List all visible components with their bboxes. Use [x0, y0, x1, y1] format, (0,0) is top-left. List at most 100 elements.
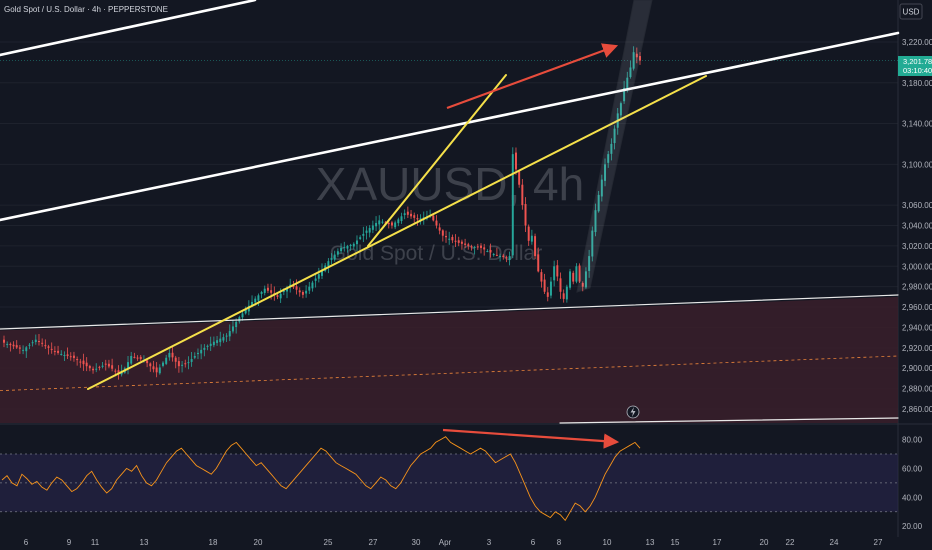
rsi-band	[0, 454, 898, 512]
candle	[629, 60, 632, 79]
candle-body	[546, 292, 549, 297]
price-tick-label: 3,180.00	[902, 79, 932, 88]
candlestick-series[interactable]	[0, 46, 898, 380]
candle	[3, 335, 5, 348]
candle-body	[72, 355, 75, 359]
candle	[209, 336, 212, 351]
divergence-arrow-price[interactable]	[446, 43, 619, 110]
annotations[interactable]	[442, 43, 620, 449]
candle	[368, 225, 371, 238]
rsi-tick-label: 60.00	[902, 464, 923, 473]
candle	[162, 361, 164, 368]
candle	[311, 280, 314, 292]
currency-button-box[interactable]	[899, 3, 923, 20]
candle	[470, 244, 473, 251]
candle	[623, 80, 626, 104]
candle	[41, 338, 44, 347]
price-badge-box	[898, 56, 932, 76]
candle	[127, 356, 130, 375]
candle	[219, 331, 222, 347]
candle	[53, 346, 56, 356]
candle-body	[432, 215, 435, 221]
candle-body	[352, 243, 355, 247]
date-tick-label: 13	[140, 538, 149, 547]
candle-body	[355, 240, 358, 245]
candle	[534, 233, 537, 260]
candle	[69, 352, 72, 361]
price-tick-label: 3,000.00	[902, 262, 932, 271]
candle-body	[203, 347, 206, 350]
candle-body	[79, 361, 82, 363]
divergence-arrow-rsi[interactable]	[442, 428, 620, 449]
candle	[597, 190, 600, 213]
trendline-support-white[interactable]	[0, 294, 899, 330]
trendlines[interactable]	[0, 0, 900, 424]
candle-body	[600, 179, 603, 197]
candle	[499, 253, 502, 262]
alert-button[interactable]	[626, 405, 640, 419]
rsi-tick-label: 20.00	[902, 522, 923, 531]
candle-body	[276, 295, 279, 297]
candle-body	[146, 360, 149, 364]
candle	[619, 101, 622, 121]
axes: 3,220.00 3,180.00 3,140.00 3,100.00 3,060.00…	[24, 38, 932, 547]
steep-channel[interactable]	[576, 0, 653, 293]
candle-body	[604, 164, 607, 181]
candle	[200, 344, 203, 360]
trendline-resistance-white[interactable]	[0, 31, 900, 222]
candle	[301, 290, 304, 299]
candle	[155, 362, 158, 378]
date-tick-label: 6	[531, 538, 536, 547]
candle-body	[378, 220, 381, 225]
candle-body	[187, 362, 190, 364]
candle	[489, 243, 492, 258]
date-tick-label: 27	[874, 538, 883, 547]
price-tick-label: 3,020.00	[902, 242, 932, 251]
candle-body	[486, 250, 489, 252]
candle	[381, 219, 384, 225]
candle-body	[340, 247, 343, 252]
candle	[34, 334, 37, 345]
trendline-bottom-white[interactable]	[559, 417, 899, 424]
trendline-top-white[interactable]	[0, 0, 257, 57]
candle	[72, 351, 75, 362]
candle-body	[130, 355, 133, 364]
candle-body	[387, 222, 390, 225]
candle	[206, 344, 209, 351]
candle	[305, 285, 308, 298]
candle-body	[190, 359, 193, 362]
candle-body	[349, 244, 352, 247]
candle	[235, 318, 238, 334]
candle	[130, 351, 133, 365]
trendline-yellow-long[interactable]	[87, 75, 707, 390]
candle	[565, 284, 568, 303]
candle	[216, 335, 219, 346]
candle-body	[359, 237, 362, 240]
candle	[410, 209, 413, 219]
rsi-pane	[0, 436, 898, 522]
price-badge-price: 3,201.78	[903, 57, 932, 66]
candle-body	[251, 301, 254, 306]
candle	[460, 239, 463, 250]
candle-body	[556, 265, 559, 277]
trendline-yellow-steep[interactable]	[367, 74, 507, 247]
candle	[165, 354, 168, 366]
candle-body	[139, 356, 142, 360]
date-tick-label: 18	[209, 538, 218, 547]
price-tick-label: 3,220.00	[902, 38, 932, 47]
candle-body	[301, 291, 304, 295]
candle	[549, 277, 552, 299]
rsi-tick-label: 40.00	[902, 493, 923, 502]
date-tick-label: 11	[91, 538, 100, 547]
candle	[607, 150, 610, 168]
candle-body	[591, 230, 594, 257]
candle-body	[635, 53, 638, 58]
candle-body	[400, 216, 403, 222]
candle-body	[483, 247, 486, 250]
candle	[600, 174, 603, 202]
candle	[365, 226, 368, 240]
candle	[362, 226, 365, 243]
candle-body	[381, 221, 384, 223]
currency-button[interactable]: USD	[899, 3, 923, 20]
candle-body	[346, 245, 349, 249]
